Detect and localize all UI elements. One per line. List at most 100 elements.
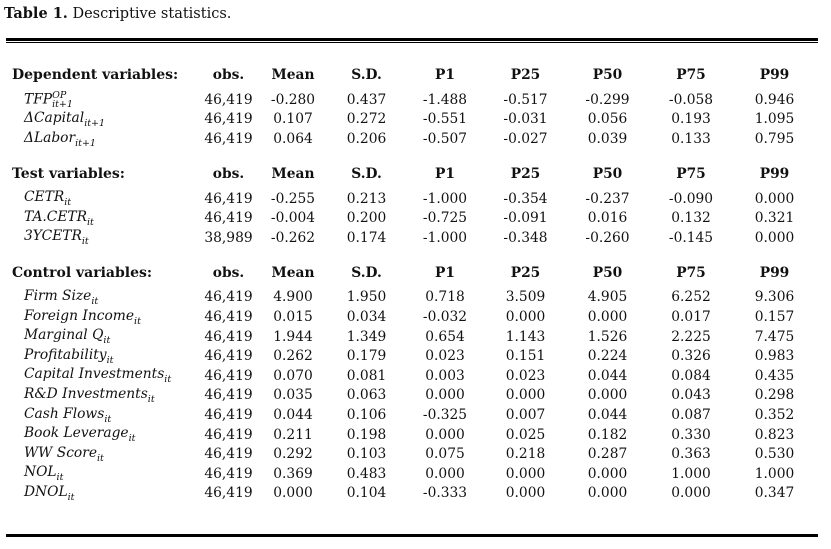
variable-subscript: it (147, 393, 155, 405)
stat-cell: 0.182 (587, 426, 628, 443)
variable-subscript: it (64, 196, 72, 208)
variable-base: Marginal Q (24, 327, 104, 344)
variable-base: R&D Investments (24, 385, 148, 402)
stat-cell: 0.106 (346, 406, 387, 423)
stat-cell: 0.298 (754, 387, 795, 404)
variable-name: ΔLaborit+1 (6, 129, 201, 149)
variable-name: ΔCapitalit+1 (6, 110, 201, 130)
stat-cell: 0.025 (505, 426, 546, 443)
table-row: Book Leverageit 46,419 0.211 0.198 0.000 0.02… (6, 425, 818, 445)
variable-name: TA.CETRit (6, 208, 201, 228)
table-title: Descriptive statistics. (72, 6, 232, 22)
column-header: Mean (271, 264, 315, 281)
stat-cell: -0.027 (503, 130, 548, 147)
variable-name: 3YCETRit (6, 228, 201, 248)
stat-cell: 0.103 (346, 446, 387, 463)
variable-base: TFP (24, 91, 53, 108)
stat-cell: 0.063 (346, 387, 387, 404)
stat-cell: -0.004 (270, 210, 316, 227)
stat-cell: 0.084 (671, 367, 711, 384)
stat-cell: 0.044 (273, 406, 313, 423)
stat-cell: 0.330 (671, 426, 711, 443)
table-row: 3YCETRit 38,989 -0.262 0.174 -1.000 -0.348 -0.… (6, 228, 818, 248)
stat-cell: 0.000 (425, 387, 465, 404)
table-row: Firm Sizeit 46,419 4.900 1.950 0.718 3.509 4.9… (6, 288, 818, 308)
stat-cell: 3.509 (505, 289, 546, 306)
stat-cell: 0.003 (425, 367, 465, 384)
stat-cell: -0.260 (585, 229, 630, 246)
stat-cell: 46,419 (204, 130, 253, 147)
stat-cell: 0.983 (754, 348, 795, 365)
stat-cell: 0.363 (671, 446, 711, 463)
section-gap (6, 248, 818, 258)
stat-cell: -0.262 (270, 229, 316, 246)
stat-cell: 46,419 (204, 210, 253, 227)
column-header: P1 (435, 67, 455, 83)
stat-cell: 0.000 (587, 485, 628, 502)
stat-cell: 0.132 (671, 210, 711, 227)
variable-script-stack: OP it+1 (52, 91, 73, 110)
table-row: ΔCapitalit+1 46,419 0.107 0.272 -0.551 -0.031… (6, 110, 818, 130)
stat-cell: 0.369 (273, 465, 313, 482)
stat-cell: 46,419 (204, 485, 253, 502)
stat-cell: 0.000 (671, 485, 711, 502)
stat-cell: 0.272 (346, 111, 387, 128)
stat-cell: -1.000 (422, 229, 468, 246)
section-header-row: Dependent variables: obs. Mean S.D. P1 P25 P50… (6, 60, 818, 90)
variable-name: DNOLit (6, 484, 201, 504)
variable-name: Book Leverageit (6, 425, 201, 445)
column-header: P25 (510, 67, 541, 83)
stat-cell: 0.795 (754, 130, 795, 147)
stat-cell: 46,419 (204, 190, 253, 207)
stat-cell: 0.000 (587, 387, 628, 404)
variable-base: Capital Investments (24, 366, 165, 383)
stat-cell: 0.000 (273, 485, 313, 502)
stat-cell: -0.551 (422, 111, 468, 128)
stat-cell: 46,419 (204, 91, 253, 108)
variable-name: Profitabilityit (6, 346, 201, 366)
stat-cell: -0.507 (422, 130, 468, 147)
top-rule-inner (6, 41, 818, 43)
stat-cell: 0.193 (671, 111, 711, 128)
stat-cell: 0.133 (671, 130, 711, 147)
stat-cell: 0.017 (671, 308, 711, 325)
stat-cell: -0.031 (503, 111, 548, 128)
stat-cell: 46,419 (204, 426, 253, 443)
bottom-rule (6, 534, 818, 537)
variable-base: ΔCapital (24, 110, 85, 127)
table-row: Profitabilityit 46,419 0.262 0.179 0.023 0.15… (6, 346, 818, 366)
stat-cell: 0.035 (273, 387, 313, 404)
stat-cell: 0.107 (273, 111, 313, 128)
variable-base: DNOL (24, 483, 68, 500)
column-header: obs. (212, 67, 245, 83)
variable-subscript: it (128, 432, 136, 444)
variable-base: Profitability (24, 346, 107, 363)
column-header: obs. (212, 264, 245, 281)
stat-cell: 1.349 (346, 328, 387, 345)
stat-cell: 0.157 (754, 308, 795, 325)
table-row: DNOLit 46,419 0.000 0.104 -0.333 0.000 0.000 0.… (6, 484, 818, 504)
stat-cell: 0.218 (505, 446, 546, 463)
column-header: Mean (271, 67, 315, 83)
section-title: Control variables: (12, 264, 153, 281)
table-body: Dependent variables: obs. Mean S.D. P1 P25 P50… (6, 60, 818, 503)
table-row: TA.CETRit 46,419 -0.004 0.200 -0.725 -0.091 0.… (6, 208, 818, 228)
column-header: P99 (759, 67, 790, 83)
table-row: CETRit 46,419 -0.255 0.213 -1.000 -0.354 -0.23… (6, 189, 818, 209)
section-title: Dependent variables: (12, 67, 179, 83)
stat-cell: 6.252 (671, 289, 711, 306)
variable-base: Cash Flows (24, 405, 105, 422)
stat-cell: 0.064 (273, 130, 313, 147)
column-header: S.D. (351, 264, 382, 281)
stat-cell: 1.526 (587, 328, 628, 345)
stat-cell: 0.174 (346, 229, 387, 246)
variable-subscript: it (91, 295, 99, 307)
variable-base: Foreign Income (24, 307, 135, 324)
gap-cell (6, 149, 818, 159)
stat-cell: 0.530 (754, 446, 795, 463)
column-header: P50 (592, 165, 623, 182)
variable-name: TFP OP it+1 (6, 90, 201, 110)
table-row: Foreign Incomeit 46,419 0.015 0.034 -0.032 0.… (6, 307, 818, 327)
stat-cell: 38,989 (204, 229, 253, 246)
column-header: P99 (759, 165, 790, 182)
